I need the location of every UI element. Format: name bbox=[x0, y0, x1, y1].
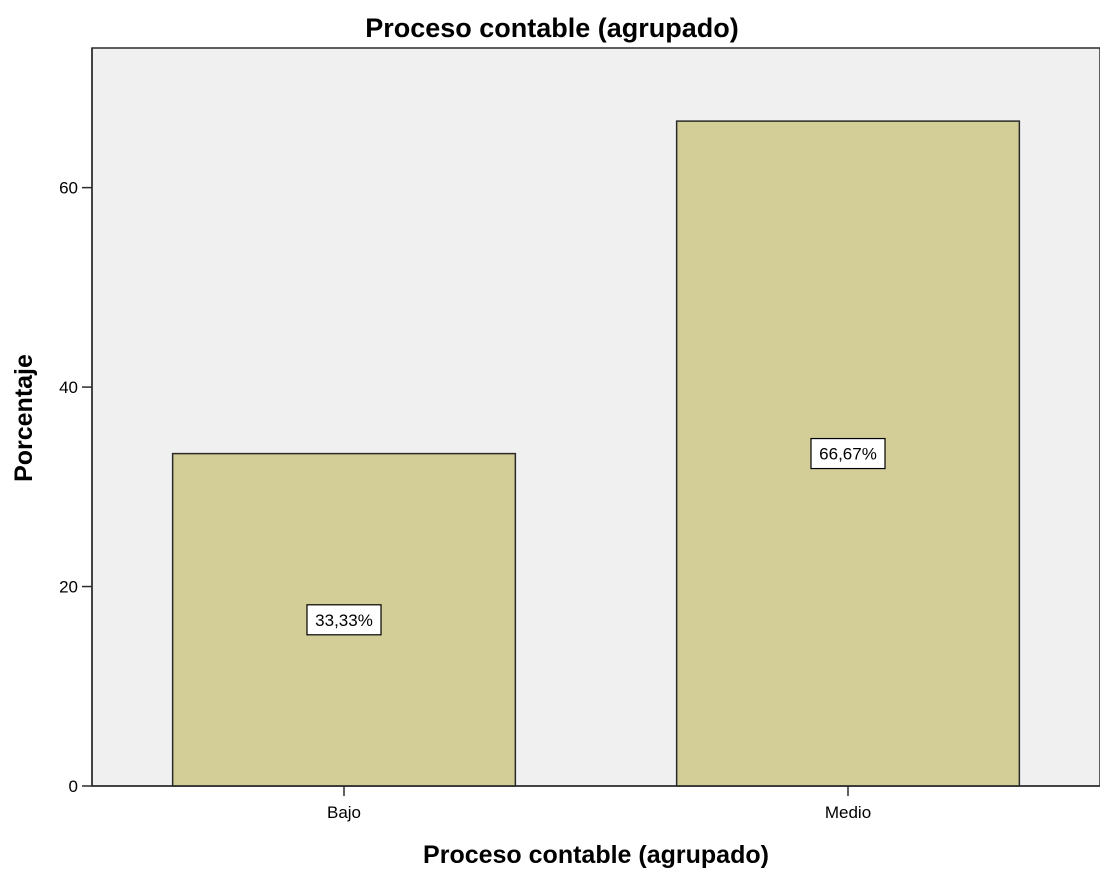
data-label: 33,33% bbox=[315, 611, 373, 630]
chart-title: Proceso contable (agrupado) bbox=[365, 13, 739, 43]
data-label: 66,67% bbox=[819, 445, 877, 464]
y-tick-label: 0 bbox=[69, 777, 78, 796]
y-axis: 0 20 40 60 bbox=[59, 48, 93, 796]
x-axis: Bajo Medio bbox=[92, 785, 1100, 822]
data-label-box bbox=[306, 604, 382, 636]
y-axis-title: Porcentaje bbox=[10, 354, 38, 482]
y-tick-label: 40 bbox=[59, 378, 78, 397]
x-axis-title: Proceso contable (agrupado) bbox=[423, 841, 769, 869]
y-tick-label: 20 bbox=[59, 578, 78, 597]
y-tick-label: 60 bbox=[59, 179, 78, 198]
bars-group: 33,33% 66,67% bbox=[171, 120, 1021, 787]
x-tick-label: Bajo bbox=[327, 803, 361, 822]
data-label-box bbox=[810, 437, 886, 470]
x-tick-label: Medio bbox=[825, 803, 871, 822]
